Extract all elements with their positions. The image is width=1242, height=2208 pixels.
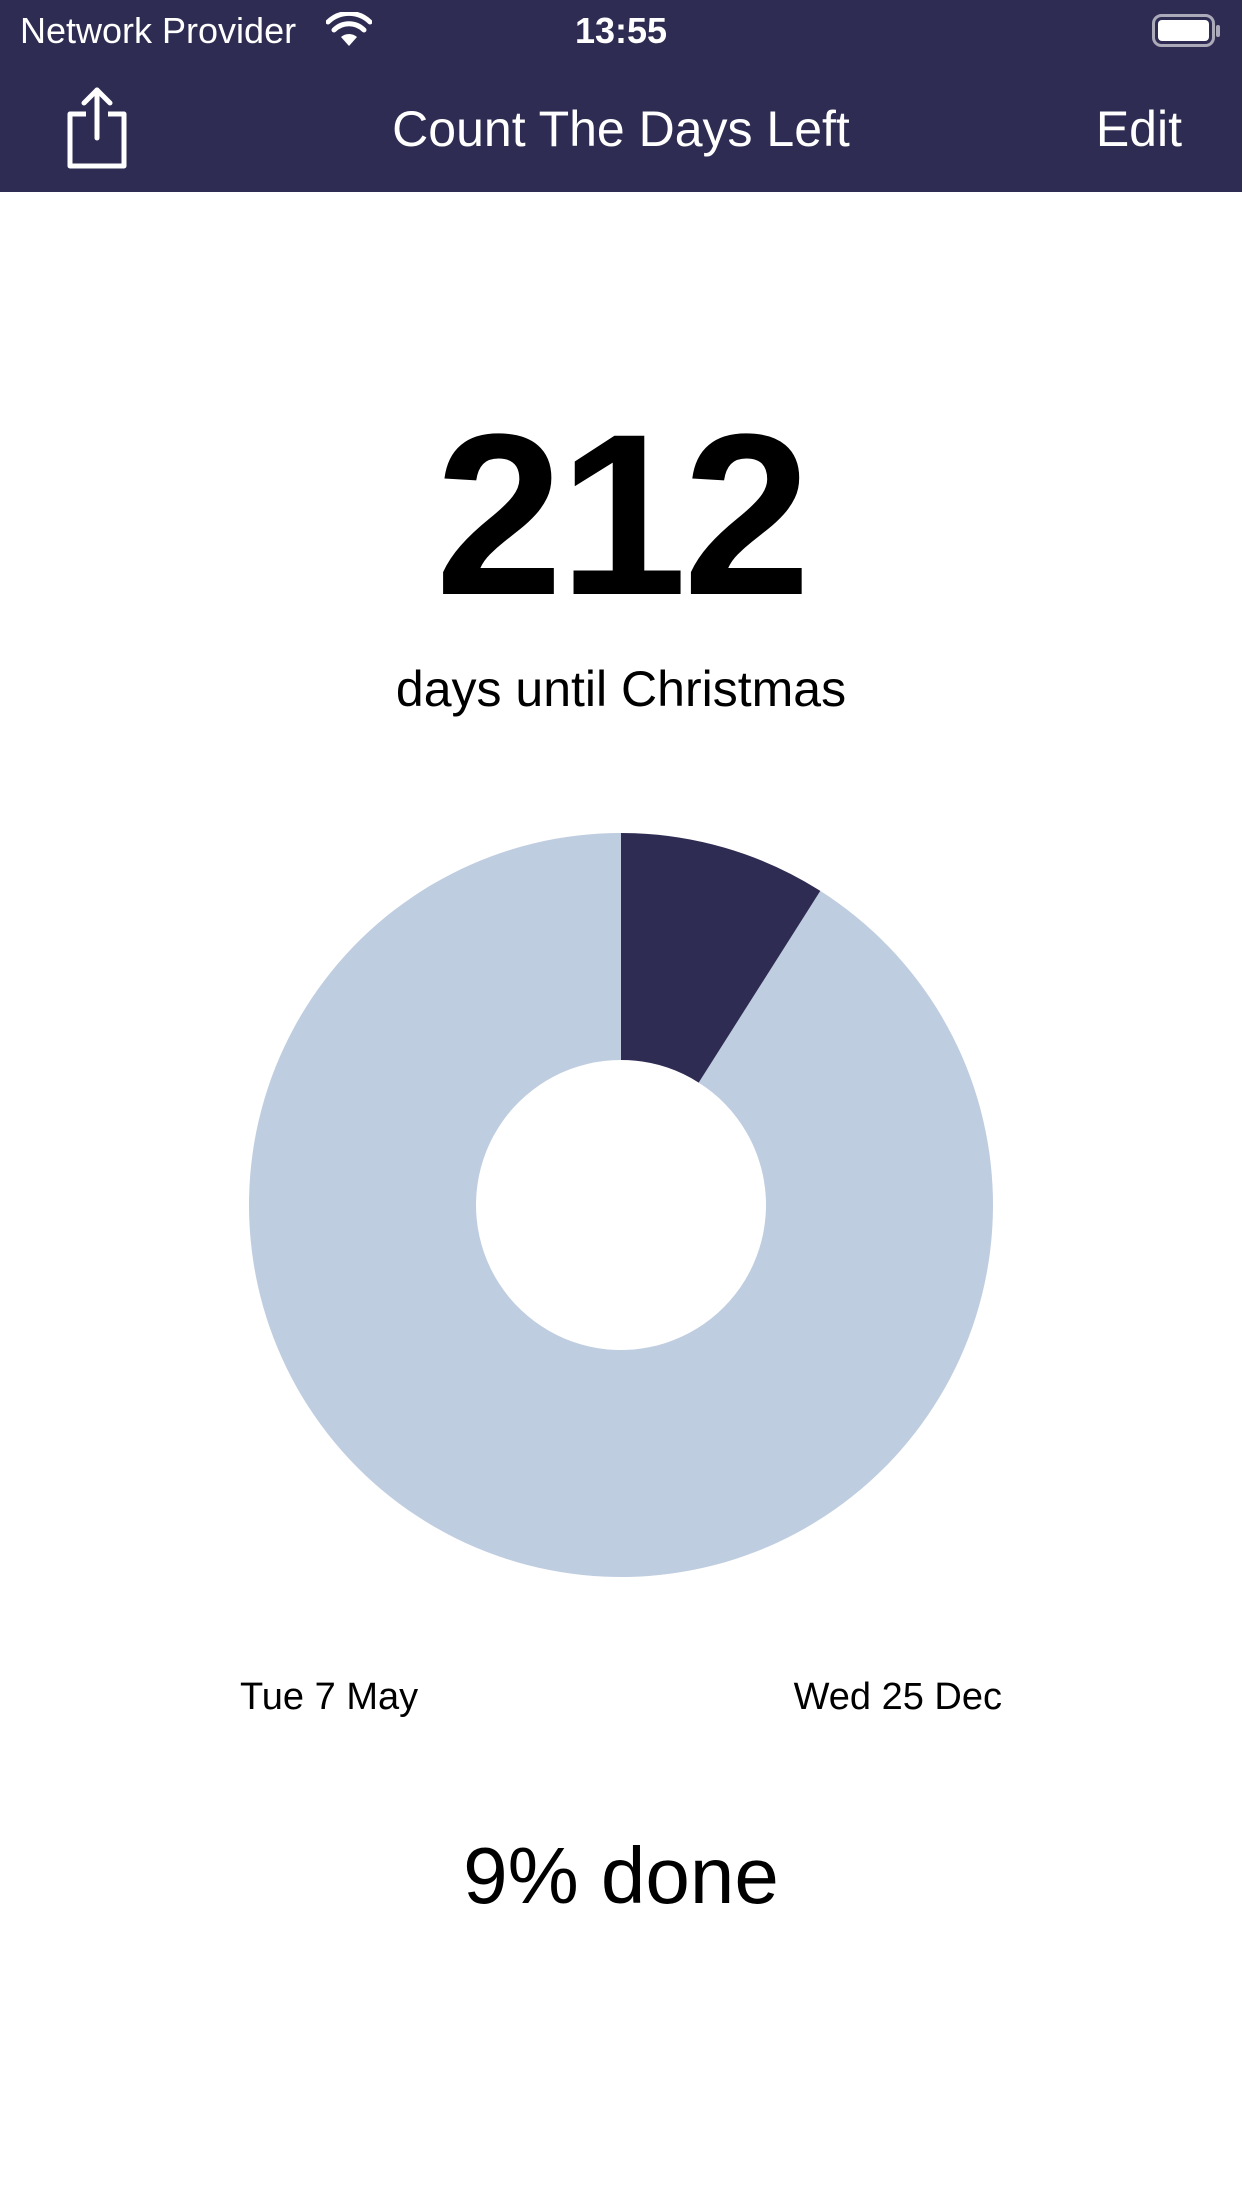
carrier-label: Network Provider (20, 10, 297, 51)
remaining-segment (248, 833, 993, 1578)
done-segment (621, 833, 821, 1083)
days-count: 212 (435, 386, 811, 643)
navigation-bar: Count The Days Left Edit (0, 60, 1242, 192)
page-title: Count The Days Left (392, 101, 850, 157)
status-bar: Network Provider 13:55 (0, 0, 1242, 60)
days-label: days until Christmas (395, 661, 847, 717)
share-icon[interactable] (62, 86, 132, 170)
progress-donut (248, 833, 993, 1578)
wifi-icon (326, 12, 372, 46)
battery-full-icon (1152, 14, 1220, 47)
end-date: Wed 25 Dec (793, 1676, 1002, 1718)
progress-percentage: 9% done (463, 1831, 779, 1920)
top-bar: Network Provider 13:55 Count The Days Le… (0, 0, 1242, 192)
edit-button[interactable]: Edit (1095, 101, 1182, 157)
status-time: 13:55 (574, 10, 668, 51)
start-date: Tue 7 May (240, 1676, 419, 1718)
